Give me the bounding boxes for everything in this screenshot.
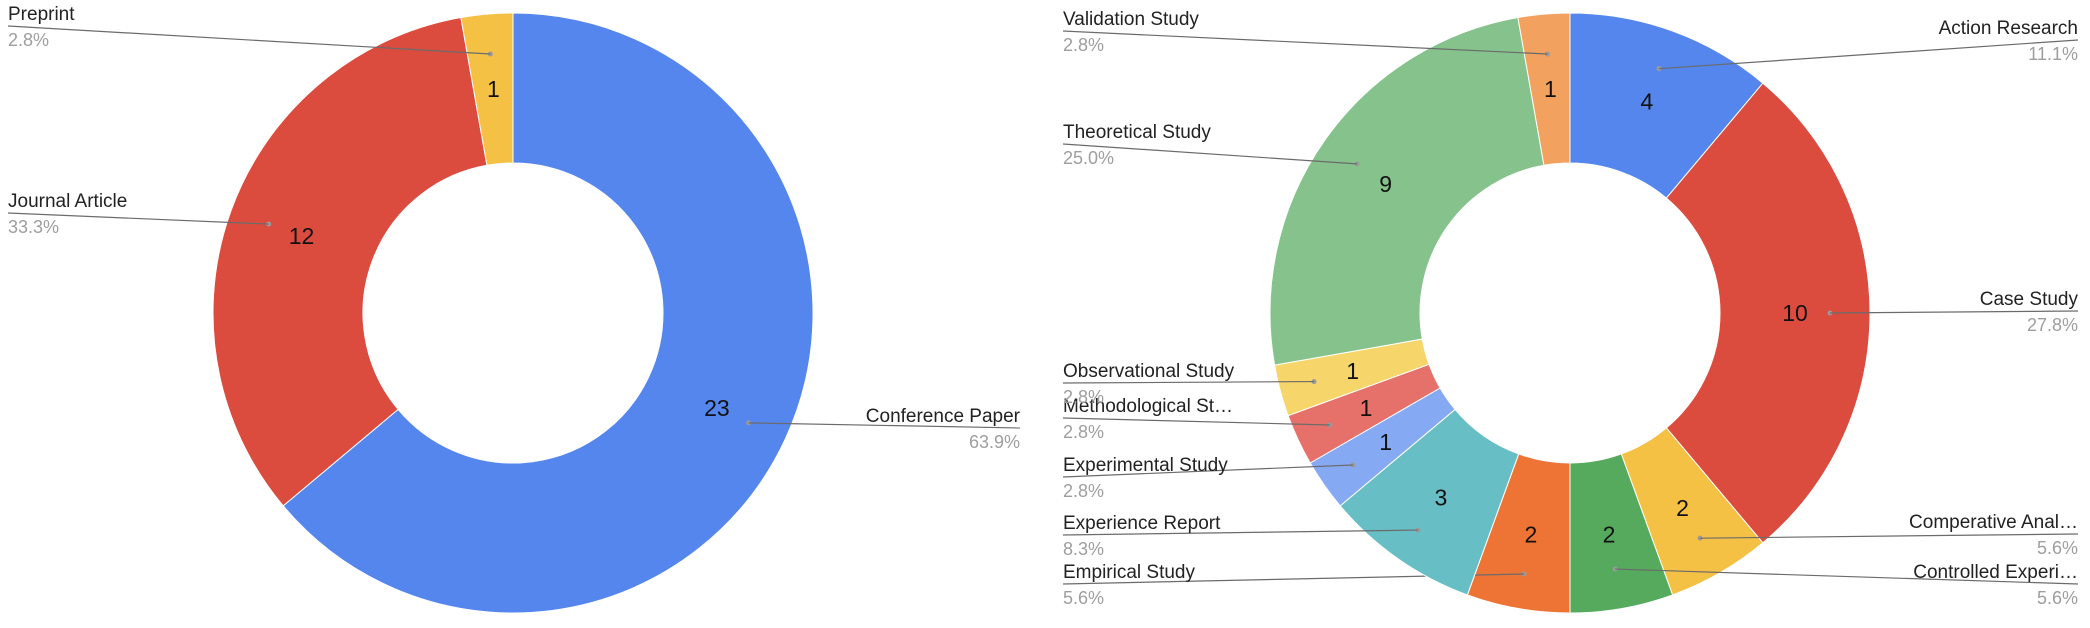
leader-line-observational-study — [1062, 380, 1315, 384]
leader-line-validation-study — [1062, 30, 1548, 55]
category-label-action-research: Action Research — [1939, 18, 2078, 39]
percent-label-journal-article: 33.3% — [8, 217, 59, 237]
slice-theoretical-study[interactable] — [1269, 16, 1545, 366]
category-label-controlled-experi: Controlled Experi… — [1913, 562, 2078, 583]
value-label-preprint: 1 — [487, 76, 500, 102]
percent-label-validation-study: 2.8% — [1063, 35, 1104, 55]
leader-line-case-study — [1829, 310, 2079, 314]
leader-line-journal-article — [7, 212, 269, 225]
category-label-methodological-st: Methodological St… — [1063, 396, 1233, 417]
percent-label-action-research: 11.1% — [2028, 44, 2078, 64]
value-label-theoretical-study: 9 — [1379, 171, 1392, 197]
value-label-experience-report: 3 — [1435, 484, 1448, 510]
value-label-comperative-anal: 2 — [1676, 495, 1689, 521]
percent-label-case-study: 27.8% — [2027, 315, 2078, 335]
leader-line-conference-paper — [748, 422, 1021, 429]
category-label-theoretical-study: Theoretical Study — [1063, 122, 1211, 143]
category-label-empirical-study: Empirical Study — [1063, 562, 1195, 583]
leader-line-experimental-study — [1062, 464, 1353, 478]
value-label-controlled-experi: 2 — [1603, 522, 1616, 548]
category-label-experience-report: Experience Report — [1063, 513, 1221, 534]
category-label-validation-study: Validation Study — [1063, 9, 1199, 30]
leader-line-preprint — [7, 25, 491, 55]
leader-line-controlled-experi — [1615, 568, 2079, 585]
category-label-journal-article: Journal Article — [8, 191, 127, 212]
percent-label-experimental-study: 2.8% — [1063, 481, 1104, 501]
value-label-conference-paper: 23 — [704, 395, 730, 421]
slice-validation-study[interactable] — [1517, 12, 1571, 166]
percent-label-preprint: 2.8% — [8, 30, 49, 50]
category-label-preprint: Preprint — [8, 4, 75, 25]
publication-type-donut-chart: 23 Conference Paper 63.9% 12 Journal Article… — [7, 4, 1021, 614]
value-label-case-study: 10 — [1782, 300, 1808, 326]
percent-label-conference-paper: 63.9% — [969, 432, 1020, 452]
leader-line-theoretical-study — [1062, 143, 1358, 165]
percent-label-empirical-study: 5.6% — [1063, 588, 1104, 608]
slice-preprint[interactable] — [460, 12, 514, 166]
percent-label-experience-report: 8.3% — [1063, 539, 1104, 559]
value-label-validation-study: 1 — [1544, 76, 1557, 102]
category-label-case-study: Case Study — [1980, 289, 2079, 310]
percent-label-comperative-anal: 5.6% — [2037, 538, 2078, 558]
research-method-donut-chart: 4 Action Research 11.1% 10 Case Study 27.8% 2 C… — [1062, 9, 2079, 614]
leader-line-comperative-anal — [1699, 533, 2079, 539]
percent-label-observational-study: 2.8% — [1063, 387, 1104, 407]
category-label-conference-paper: Conference Paper — [866, 406, 1021, 427]
value-label-observational-study: 1 — [1346, 358, 1359, 384]
leader-line-experience-report — [1062, 529, 1419, 536]
category-label-observational-study: Observational Study — [1063, 361, 1235, 382]
value-label-methodological-st: 1 — [1360, 395, 1373, 421]
percent-label-controlled-experi: 5.6% — [2037, 588, 2078, 608]
slice-journal-article[interactable] — [212, 16, 488, 507]
value-label-experimental-study: 1 — [1379, 429, 1392, 455]
category-label-comperative-anal: Comperative Anal… — [1909, 512, 2078, 533]
percent-label-methodological-st: 2.8% — [1063, 422, 1104, 442]
leader-line-methodological-st — [1062, 417, 1330, 426]
value-label-empirical-study: 2 — [1525, 522, 1538, 548]
leader-line-action-research — [1658, 39, 2079, 70]
value-label-action-research: 4 — [1641, 89, 1654, 115]
value-label-journal-article: 12 — [289, 223, 315, 249]
slice-case-study[interactable] — [1665, 82, 1871, 544]
slice-conference-paper[interactable] — [282, 12, 814, 614]
category-label-experimental-study: Experimental Study — [1063, 455, 1228, 476]
percent-label-theoretical-study: 25.0% — [1063, 148, 1114, 168]
